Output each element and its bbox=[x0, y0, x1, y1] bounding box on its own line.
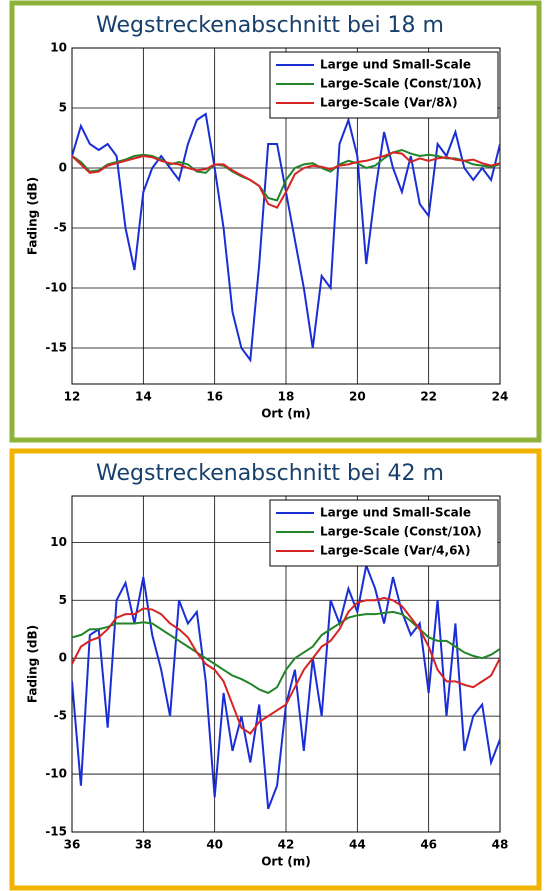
y-tick-label: -15 bbox=[45, 341, 67, 355]
legend-label: Large-Scale (Const/10λ) bbox=[320, 77, 482, 91]
y-tick-label: -10 bbox=[45, 281, 67, 295]
y-tick-label: 0 bbox=[59, 651, 67, 665]
legend-box bbox=[269, 51, 499, 119]
x-tick-label: 18 bbox=[278, 390, 295, 404]
y-tick-label: 5 bbox=[59, 593, 67, 607]
legend-label: Large-Scale (Var/8λ) bbox=[320, 96, 458, 110]
x-tick-label: 12 bbox=[64, 390, 81, 404]
x-tick-label: 16 bbox=[206, 390, 223, 404]
legend-label: Large-Scale (Var/4,6λ) bbox=[320, 544, 471, 558]
panel-frame bbox=[9, 448, 542, 891]
x-tick-label: 22 bbox=[420, 390, 437, 404]
legend-label: Large und Small-Scale bbox=[320, 58, 471, 72]
x-axis-label: Ort (m) bbox=[261, 855, 311, 869]
y-tick-label: -15 bbox=[45, 825, 67, 839]
y-tick-label: -10 bbox=[45, 767, 67, 781]
x-tick-label: 44 bbox=[349, 838, 366, 852]
x-tick-label: 40 bbox=[206, 838, 223, 852]
chart-panel: Wegstreckenabschnitt bei 42 m 10 5 0 -5 -10 -1… bbox=[9, 448, 542, 891]
y-tick-label: 10 bbox=[50, 535, 67, 549]
x-tick-label: 42 bbox=[278, 838, 295, 852]
series-line bbox=[72, 148, 500, 202]
chart-title: Wegstreckenabschnitt bei 42 m bbox=[96, 461, 444, 486]
series-line bbox=[72, 596, 500, 735]
y-tick-label: 10 bbox=[50, 41, 67, 55]
y-axis-label: Fading (dB) bbox=[26, 177, 40, 255]
legend-label: Large und Small-Scale bbox=[320, 506, 471, 520]
x-tick-label: 48 bbox=[492, 838, 509, 852]
x-tick-label: 46 bbox=[420, 838, 437, 852]
lines bbox=[72, 561, 500, 810]
chart-panel: Wegstreckenabschnitt bei 18 m 10 5 0 -5 -10 -1… bbox=[9, 0, 542, 443]
x-tick-label: 24 bbox=[492, 390, 509, 404]
chart-title: Wegstreckenabschnitt bei 18 m bbox=[96, 13, 444, 38]
plot-frame bbox=[71, 47, 501, 385]
lines bbox=[72, 112, 500, 363]
y-tick-label: -5 bbox=[54, 221, 67, 235]
x-tick-label: 36 bbox=[64, 838, 81, 852]
y-tick-label: -5 bbox=[54, 709, 67, 723]
x-axis-label: Ort (m) bbox=[261, 407, 311, 421]
y-tick-label: 0 bbox=[59, 161, 67, 175]
x-tick-label: 38 bbox=[135, 838, 152, 852]
series-line bbox=[72, 151, 500, 209]
series-line bbox=[72, 610, 500, 695]
legend-label: Large-Scale (Const/10λ) bbox=[320, 525, 482, 539]
y-tick-label: 5 bbox=[59, 101, 67, 115]
x-tick-label: 14 bbox=[135, 390, 152, 404]
panel-frame bbox=[9, 0, 542, 443]
y-axis-label: Fading (dB) bbox=[26, 625, 40, 703]
x-tick-label: 20 bbox=[349, 390, 366, 404]
